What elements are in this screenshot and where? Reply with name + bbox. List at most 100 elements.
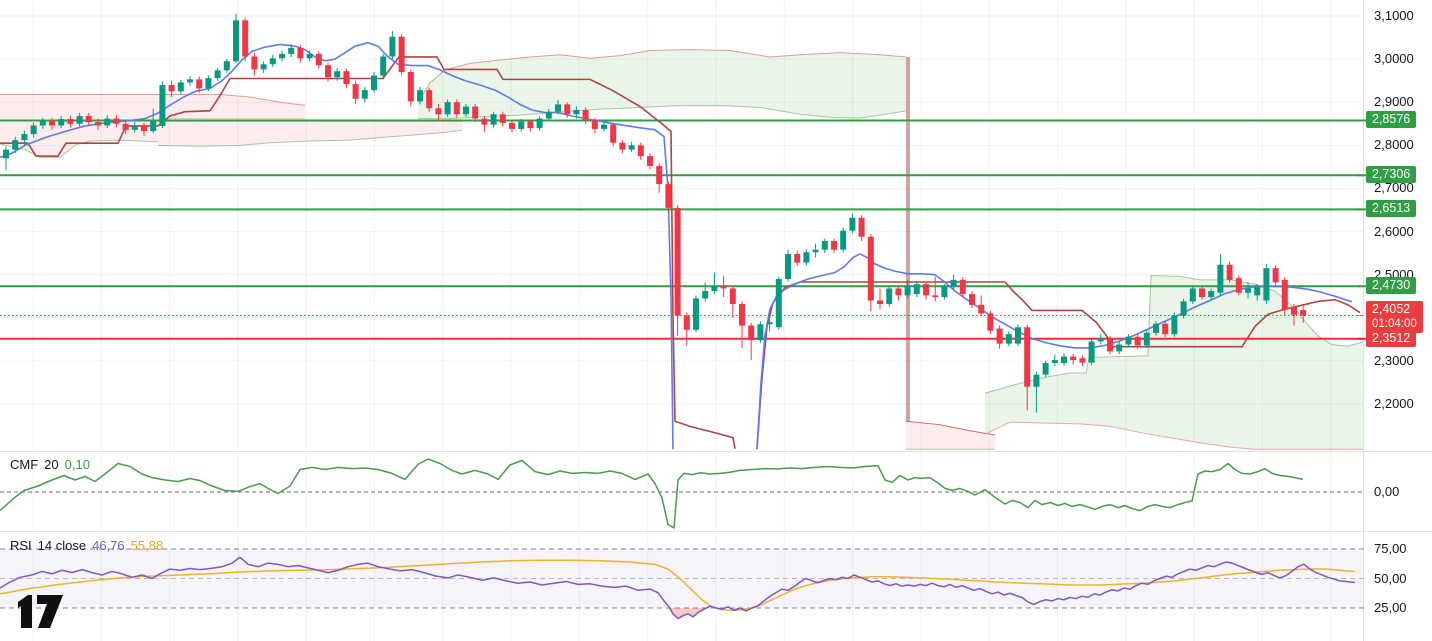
cloud-bottom-edge [0, 139, 159, 158]
candle-body [315, 53, 322, 66]
cloud-top-edge [158, 93, 306, 106]
candle-body [76, 116, 83, 124]
candle-body [472, 106, 479, 119]
candle-body [628, 145, 635, 150]
candle-body [67, 119, 74, 124]
candle-body [729, 288, 736, 304]
candle-body [113, 118, 120, 124]
candle-body [58, 119, 65, 126]
candle-body [3, 149, 9, 159]
rsi-tick: 75,00 [1374, 541, 1407, 556]
price-tick: 2,9000 [1374, 94, 1414, 110]
candle-body [1226, 264, 1233, 280]
candle-body [766, 322, 773, 325]
candle-body [1171, 315, 1178, 335]
candle-body [1033, 374, 1040, 387]
candle-body [334, 71, 341, 78]
candle-body [159, 84, 166, 126]
candle-body [1254, 286, 1261, 296]
candle-body [417, 90, 423, 102]
candle-body [444, 102, 451, 115]
cmf-name: CMF [10, 457, 39, 472]
candle-body [1134, 336, 1141, 346]
candle-body [1051, 360, 1058, 364]
price-tick: 2,6000 [1374, 223, 1414, 239]
current-price-badge: 2,4052 01:04:00 [1366, 300, 1423, 333]
stop-price: 2,3512 [1372, 330, 1411, 345]
stop-level-badge: 2,3512 [1366, 329, 1417, 347]
candle-body [748, 325, 755, 341]
cmf-line [0, 458, 1304, 529]
candle-body [693, 298, 699, 330]
cmf-param: 20 [44, 457, 59, 472]
candle-body [1153, 323, 1159, 333]
price-tick: 3,0000 [1374, 51, 1414, 67]
candle-body [1042, 363, 1049, 375]
ichimoku-cloud [158, 121, 462, 147]
candle-body [1180, 301, 1187, 316]
candle-body [214, 70, 221, 79]
price-tick: 3,1000 [1374, 8, 1414, 23]
candle-body [1097, 338, 1104, 342]
candle-body [683, 315, 690, 330]
ichimoku-cloud [906, 421, 995, 450]
candle-body [674, 207, 681, 316]
candle-body [205, 78, 212, 89]
candle-body [21, 134, 28, 141]
candle-body [1143, 332, 1150, 346]
level-price-badge: 2,7306 [1366, 166, 1417, 184]
candle-body [647, 156, 653, 167]
candle-body [950, 279, 957, 287]
candle-body [352, 84, 359, 99]
candle-body [288, 47, 295, 54]
candle-body [453, 102, 460, 115]
candle-body [775, 278, 782, 328]
candle-body [886, 288, 893, 304]
candle-body [1061, 356, 1067, 364]
candle-body [260, 64, 267, 70]
candle-body [426, 90, 433, 109]
cloud-bottom-edge [157, 129, 463, 147]
candle-body [398, 36, 405, 73]
candle-body [481, 118, 488, 125]
candle-body [601, 124, 607, 129]
candle-body [509, 122, 515, 129]
candle-body [821, 241, 828, 250]
candle-body [141, 125, 147, 132]
candle-body [269, 58, 276, 65]
candle-body [545, 111, 552, 119]
rsi-ma-line [0, 559, 1356, 612]
rsi-indicator-label[interactable]: RSI 14 close 46,76 55,88 [10, 538, 169, 553]
cloud-top-edge [417, 49, 907, 103]
candle-body [297, 47, 304, 59]
candle-body [361, 90, 368, 99]
ichimoku-cloud [985, 275, 1364, 450]
candle-body [1125, 336, 1132, 345]
candle-body [739, 303, 745, 326]
candle-body [812, 249, 819, 253]
candle-body [95, 122, 101, 126]
tradingview-logo[interactable] [16, 592, 72, 632]
candle-body [702, 291, 709, 299]
candle-body [582, 109, 589, 121]
candle-body [1070, 356, 1077, 361]
rsi-tick: 25,00 [1374, 600, 1407, 615]
cmf-indicator-label[interactable]: CMF 20 0,10 [10, 457, 96, 472]
candle-body [941, 286, 948, 298]
candle-body [959, 279, 966, 295]
candle-body [564, 104, 571, 115]
candle-body [1079, 358, 1086, 363]
candle-body [187, 79, 193, 83]
cmf-value: 0,10 [64, 457, 90, 472]
candle-body [39, 120, 46, 126]
cloud-bottom-edge [984, 421, 1364, 450]
candle-body [12, 140, 19, 150]
ichimoku-cloud [0, 94, 158, 158]
candle-body [536, 118, 543, 129]
candle-body [196, 79, 203, 89]
level-price-badge: 2,4730 [1366, 277, 1417, 295]
candle-body [831, 241, 837, 250]
candle-body [306, 53, 313, 59]
cloud-top-edge [905, 420, 996, 436]
